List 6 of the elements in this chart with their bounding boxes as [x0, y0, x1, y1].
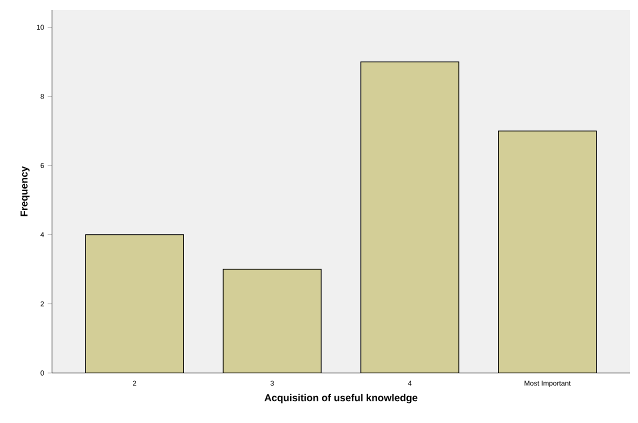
- y-axis-title: Frequency: [20, 166, 30, 216]
- x-axis-title: Acquisition of useful knowledge: [264, 394, 418, 404]
- bar: [222, 268, 322, 373]
- bar: [85, 234, 184, 373]
- bar: [498, 130, 597, 373]
- bar: [360, 61, 460, 373]
